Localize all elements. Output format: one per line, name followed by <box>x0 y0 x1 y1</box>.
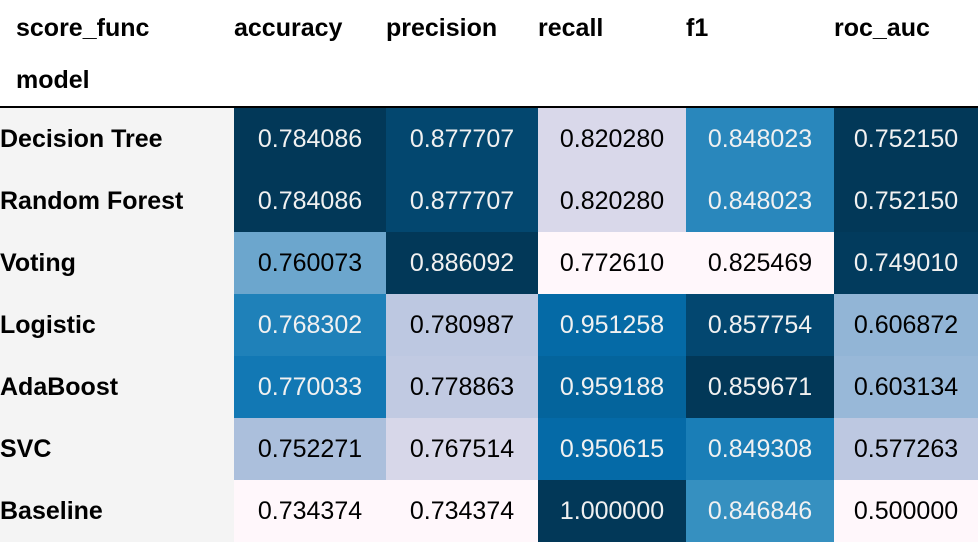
blank-header-cell <box>386 57 538 107</box>
value-cell-accuracy: 0.770033 <box>234 356 386 418</box>
column-header-precision: precision <box>386 14 498 42</box>
column-header-roc-auc: roc_auc <box>834 14 930 42</box>
value-cell-accuracy: 0.784086 <box>234 107 386 170</box>
value-cell-recall: 0.959188 <box>538 356 686 418</box>
value-cell-f1: 0.849308 <box>686 418 834 480</box>
column-header-f1: f1 <box>686 14 709 42</box>
value-cell-recall: 0.772610 <box>538 232 686 294</box>
table-row: AdaBoost 0.770033 0.778863 0.959188 0.859671… <box>0 356 978 418</box>
value-cell-accuracy: 0.734374 <box>234 480 386 542</box>
value-cell-f1: 0.825469 <box>686 232 834 294</box>
column-header-recall: recall <box>538 14 604 42</box>
value-cell-precision: 0.734374 <box>386 480 538 542</box>
row-label: AdaBoost <box>0 356 234 418</box>
columns-header-row: score_func accuracy precision recall f1 … <box>0 0 978 57</box>
blank-header-cell <box>234 57 386 107</box>
index-name-label: model <box>16 66 90 94</box>
value-cell-roc-auc: 0.752150 <box>834 107 978 170</box>
value-cell-f1: 0.848023 <box>686 170 834 232</box>
value-cell-recall: 0.820280 <box>538 170 686 232</box>
table-row: Voting 0.760073 0.886092 0.772610 0.825469 0.… <box>0 232 978 294</box>
value-cell-roc-auc: 0.603134 <box>834 356 978 418</box>
table-body: Decision Tree 0.784086 0.877707 0.820280 0.8… <box>0 107 978 542</box>
value-cell-precision: 0.778863 <box>386 356 538 418</box>
table-row: Logistic 0.768302 0.780987 0.951258 0.857754… <box>0 294 978 356</box>
value-cell-roc-auc: 0.749010 <box>834 232 978 294</box>
row-label: Voting <box>0 232 234 294</box>
blank-header-cell <box>538 57 686 107</box>
value-cell-f1: 0.857754 <box>686 294 834 356</box>
value-cell-recall: 0.950615 <box>538 418 686 480</box>
value-cell-recall: 1.000000 <box>538 480 686 542</box>
value-cell-precision: 0.877707 <box>386 107 538 170</box>
row-label: SVC <box>0 418 234 480</box>
row-label: Baseline <box>0 480 234 542</box>
value-cell-accuracy: 0.768302 <box>234 294 386 356</box>
column-header-accuracy: accuracy <box>234 14 343 42</box>
value-cell-roc-auc: 0.606872 <box>834 294 978 356</box>
row-label: Logistic <box>0 294 234 356</box>
index-name-row: model <box>0 57 978 107</box>
value-cell-recall: 0.820280 <box>538 107 686 170</box>
value-cell-f1: 0.848023 <box>686 107 834 170</box>
value-cell-roc-auc: 0.577263 <box>834 418 978 480</box>
value-cell-accuracy: 0.784086 <box>234 170 386 232</box>
value-cell-roc-auc: 0.500000 <box>834 480 978 542</box>
value-cell-accuracy: 0.752271 <box>234 418 386 480</box>
table-row: Decision Tree 0.784086 0.877707 0.820280 0.8… <box>0 107 978 170</box>
value-cell-precision: 0.767514 <box>386 418 538 480</box>
table-row: SVC 0.752271 0.767514 0.950615 0.849308 0.577… <box>0 418 978 480</box>
columns-name-label: score_func <box>16 14 150 42</box>
value-cell-precision: 0.886092 <box>386 232 538 294</box>
value-cell-f1: 0.846846 <box>686 480 834 542</box>
value-cell-precision: 0.877707 <box>386 170 538 232</box>
row-label: Random Forest <box>0 170 234 232</box>
value-cell-roc-auc: 0.752150 <box>834 170 978 232</box>
blank-header-cell <box>686 57 834 107</box>
value-cell-precision: 0.780987 <box>386 294 538 356</box>
blank-header-cell <box>834 57 978 107</box>
row-label: Decision Tree <box>0 107 234 170</box>
table-row: Baseline 0.734374 0.734374 1.000000 0.846846… <box>0 480 978 542</box>
value-cell-f1: 0.859671 <box>686 356 834 418</box>
value-cell-recall: 0.951258 <box>538 294 686 356</box>
table-row: Random Forest 0.784086 0.877707 0.820280 0.8… <box>0 170 978 232</box>
value-cell-accuracy: 0.760073 <box>234 232 386 294</box>
